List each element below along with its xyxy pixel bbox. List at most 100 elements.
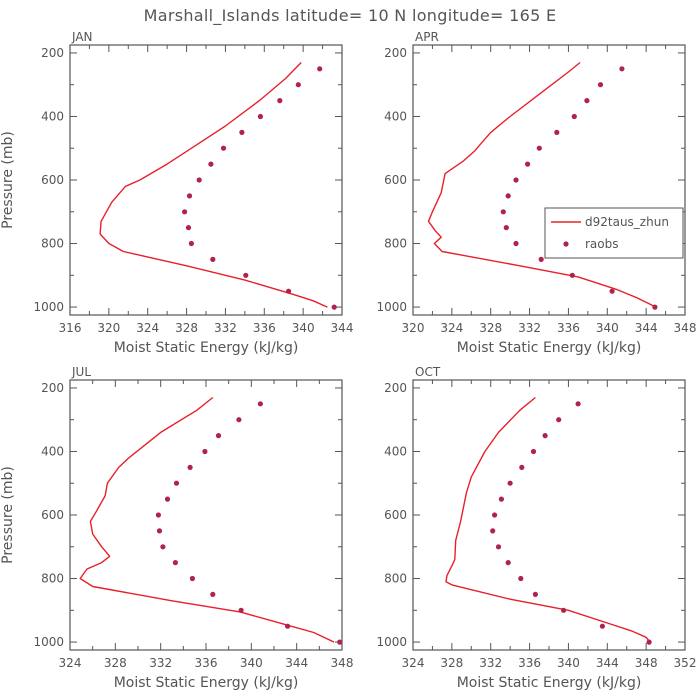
data-point-raobs bbox=[584, 98, 590, 104]
panel-jan: JAN 316 320 324 328 332 336 340 344 200 400 600 800 1… bbox=[0, 30, 353, 356]
data-point-raobs bbox=[498, 496, 504, 502]
data-point-raobs bbox=[331, 304, 337, 310]
y-tick-label: 1000 bbox=[33, 300, 64, 314]
data-point-raobs bbox=[505, 560, 511, 566]
y-tick-label: 200 bbox=[41, 46, 64, 60]
data-point-raobs bbox=[285, 623, 291, 629]
y-tick-label: 600 bbox=[384, 508, 407, 522]
x-tick-label: 344 bbox=[331, 321, 354, 335]
y-tick-label: 1000 bbox=[376, 300, 407, 314]
x-tick-label: 328 bbox=[104, 656, 127, 670]
x-axis-label: Moist Static Energy (kJ/kg) bbox=[114, 340, 299, 356]
x-tick-label: 340 bbox=[596, 321, 619, 335]
x-tick-label: 336 bbox=[518, 656, 541, 670]
y-tick-label: 800 bbox=[41, 237, 64, 251]
figure-title: Marshall_Islands latitude= 10 N longitud… bbox=[144, 6, 557, 26]
data-point-raobs bbox=[532, 591, 539, 598]
data-point-raobs bbox=[208, 161, 214, 167]
panel-label: JAN bbox=[71, 30, 93, 44]
x-tick-label: 344 bbox=[596, 656, 619, 670]
data-point-raobs bbox=[513, 240, 519, 247]
data-point-raobs bbox=[239, 129, 245, 135]
x-tick-label: 328 bbox=[440, 656, 463, 670]
data-point-raobs bbox=[495, 544, 502, 550]
y-tick-label: 600 bbox=[384, 173, 407, 187]
data-point-raobs bbox=[556, 417, 562, 423]
y-tick-label: 400 bbox=[41, 444, 64, 458]
y-axis-label: Pressure (mb) bbox=[0, 466, 16, 564]
y-tick-label: 200 bbox=[384, 46, 407, 60]
x-tick-label: 324 bbox=[136, 321, 159, 335]
data-point-raobs bbox=[652, 304, 658, 310]
data-point-raobs bbox=[597, 82, 604, 88]
data-point-raobs bbox=[257, 401, 263, 407]
y-tick-label: 800 bbox=[384, 237, 407, 251]
series-line-d92taus_zhun bbox=[445, 396, 651, 643]
y-tick-label: 600 bbox=[41, 508, 64, 522]
data-point-raobs bbox=[286, 288, 292, 294]
data-point-raobs bbox=[554, 129, 560, 135]
x-tick-label: 324 bbox=[402, 656, 425, 670]
panel-label: APR bbox=[415, 30, 439, 44]
data-point-raobs bbox=[243, 272, 249, 278]
data-point-raobs bbox=[571, 113, 577, 120]
plot-frame bbox=[412, 379, 686, 651]
data-point-raobs bbox=[609, 288, 615, 294]
data-point-raobs bbox=[492, 512, 498, 518]
y-tick-label: 1000 bbox=[376, 635, 407, 649]
data-point-raobs bbox=[490, 528, 496, 534]
panel-apr: APR 320 324 328 332 336 340 344 348 200 400 600 800 1… bbox=[376, 30, 696, 356]
x-tick-label: 324 bbox=[440, 321, 463, 335]
x-axis-label: Moist Static Energy (kJ/kg) bbox=[457, 675, 642, 691]
x-tick-label: 352 bbox=[674, 656, 697, 670]
x-tick-label: 336 bbox=[557, 321, 580, 335]
legend-marker-swatch bbox=[563, 241, 569, 247]
legend-label: raobs bbox=[585, 237, 619, 251]
x-axis-label: Moist Static Energy (kJ/kg) bbox=[457, 340, 642, 356]
series-line-d92taus_zhun bbox=[79, 396, 335, 643]
data-point-raobs bbox=[215, 433, 222, 439]
data-point-raobs bbox=[172, 560, 178, 566]
series-line-d92taus_zhun bbox=[99, 62, 328, 308]
data-point-raobs bbox=[619, 66, 625, 72]
data-point-raobs bbox=[189, 575, 195, 582]
series-line-d92taus_zhun bbox=[427, 61, 657, 308]
x-tick-label: 340 bbox=[557, 656, 580, 670]
data-point-raobs bbox=[257, 113, 263, 120]
data-point-raobs bbox=[569, 272, 575, 278]
data-point-raobs bbox=[538, 256, 544, 262]
y-tick-label: 400 bbox=[384, 444, 407, 458]
y-tick-label: 400 bbox=[384, 109, 407, 123]
y-axis-label: Pressure (mb) bbox=[0, 131, 16, 229]
y-tick-label: 800 bbox=[384, 572, 407, 586]
data-point-raobs bbox=[505, 193, 511, 199]
data-point-raobs bbox=[500, 209, 506, 215]
y-tick-label: 200 bbox=[41, 381, 64, 395]
data-point-raobs bbox=[186, 193, 193, 199]
x-tick-label: 348 bbox=[331, 656, 354, 670]
x-tick-label: 336 bbox=[195, 656, 218, 670]
x-tick-label: 340 bbox=[292, 321, 315, 335]
panel-label: OCT bbox=[415, 365, 441, 379]
x-tick-label: 332 bbox=[149, 656, 172, 670]
x-tick-label: 348 bbox=[635, 656, 658, 670]
data-point-raobs bbox=[530, 448, 537, 455]
data-point-raobs bbox=[295, 82, 301, 88]
x-tick-label: 320 bbox=[97, 321, 120, 335]
data-point-raobs bbox=[503, 225, 509, 231]
data-point-raobs bbox=[561, 607, 567, 613]
data-point-raobs bbox=[507, 480, 513, 486]
y-tick-label: 1000 bbox=[33, 635, 64, 649]
y-tick-label: 800 bbox=[41, 572, 64, 586]
data-point-raobs bbox=[187, 464, 193, 470]
data-point-raobs bbox=[210, 591, 216, 598]
x-tick-label: 320 bbox=[402, 321, 425, 335]
x-tick-label: 332 bbox=[479, 656, 502, 670]
x-tick-label: 344 bbox=[635, 321, 658, 335]
y-tick-label: 200 bbox=[384, 381, 407, 395]
legend-label: d92taus_zhun bbox=[585, 215, 669, 229]
data-point-raobs bbox=[525, 161, 531, 167]
data-point-raobs bbox=[542, 433, 548, 439]
